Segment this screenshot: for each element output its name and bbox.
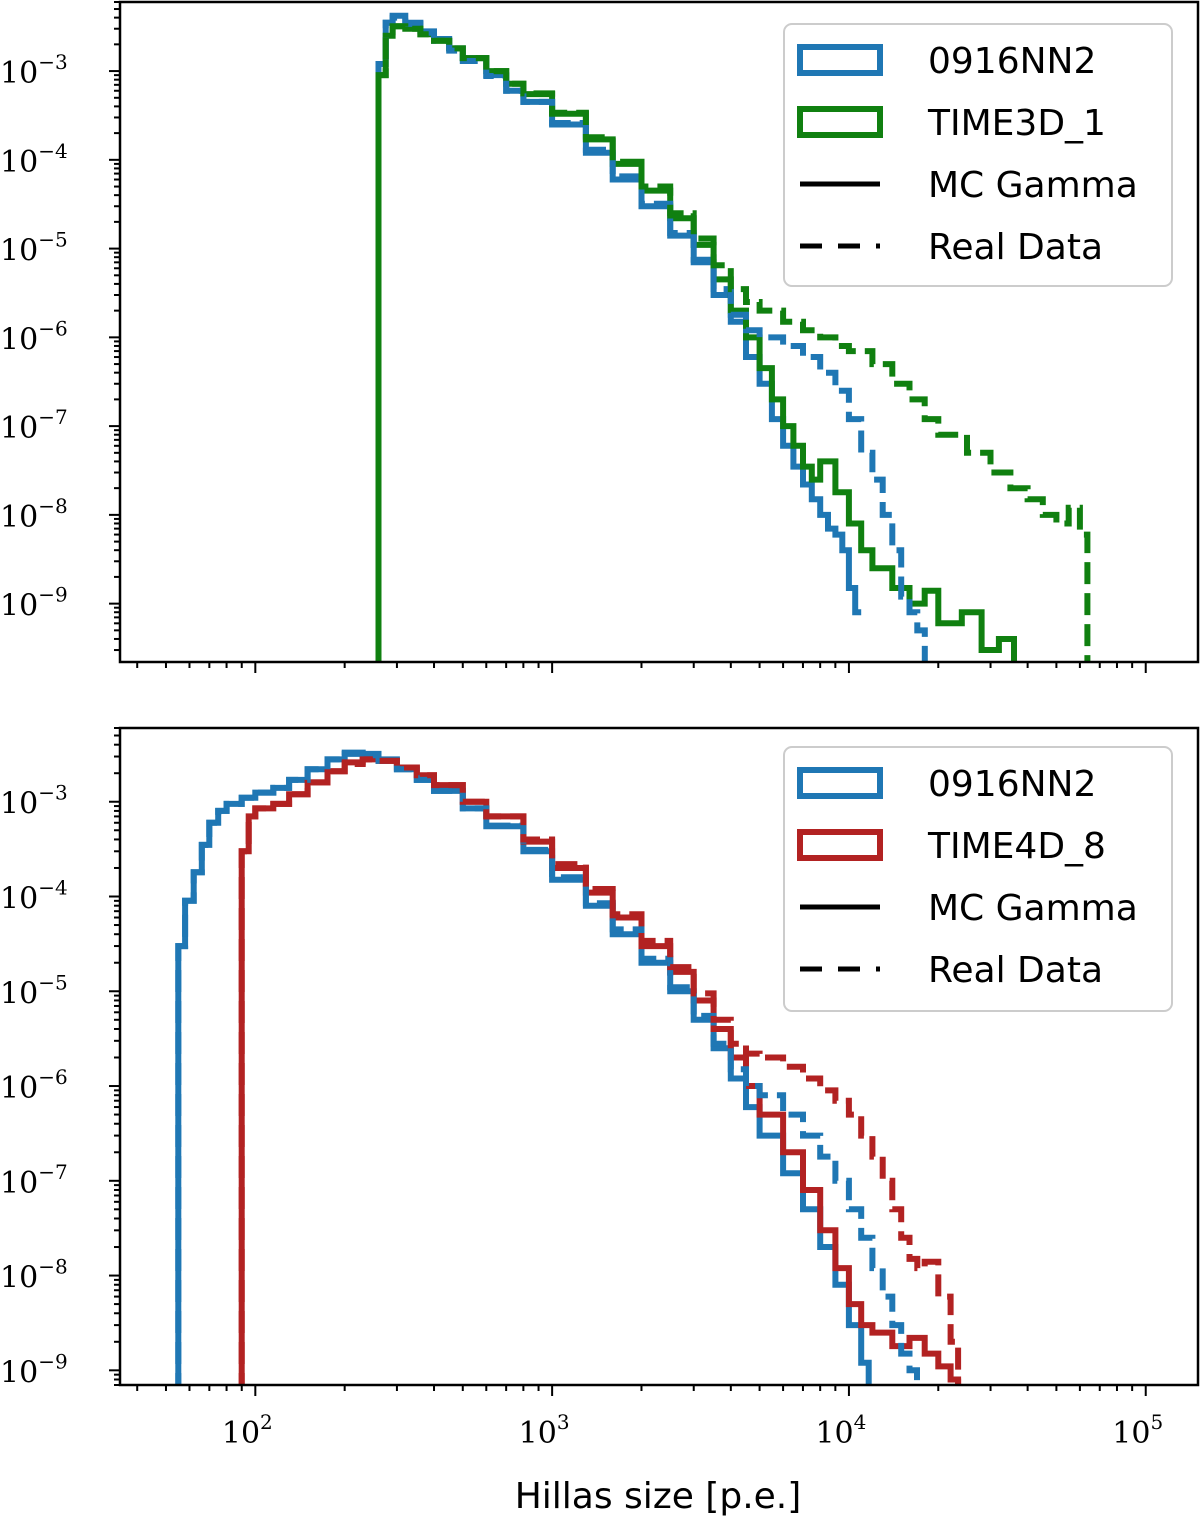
legend-label: MC Gamma	[928, 165, 1138, 206]
legend-patch	[797, 44, 883, 76]
x-tick-label: 104	[815, 1410, 866, 1451]
axes-frame	[118, 0, 1200, 664]
y-tick-label: 10−6	[0, 1065, 68, 1106]
legend-patch	[797, 829, 883, 861]
series-group	[375, 12, 1091, 662]
x-tick-label: 103	[519, 1410, 570, 1451]
y-tick-label: 10−7	[0, 405, 68, 446]
y-tick-label: 10−3	[0, 781, 68, 822]
legend-label: TIME4D_8	[927, 826, 1106, 867]
y-tick-label: 10−9	[0, 1349, 68, 1390]
legend-label: TIME3D_1	[927, 103, 1106, 144]
y-tick-label: 10−6	[0, 316, 68, 357]
y-tick-label: 10−7	[0, 1160, 68, 1201]
y-tick-label: 10−5	[0, 228, 68, 269]
y-tick-label: 10−3	[0, 50, 68, 91]
series-2	[175, 750, 920, 1385]
top-panel: 10−3 10−4 10−5 10−6 10−7 10−8 10−9 0916NN2 TIME3…	[0, 0, 1200, 673]
legend-label: Real Data	[928, 227, 1103, 268]
legend: 0916NN2 TIME3D_1 MC Gamma Real Data	[783, 23, 1173, 287]
series-3	[238, 756, 962, 1385]
y-tick-label: 10−8	[0, 1255, 68, 1296]
series-0	[175, 749, 872, 1385]
y-tick-label: 10−5	[0, 970, 68, 1011]
y-tick-label: 10−4	[0, 876, 68, 917]
legend-label: Real Data	[928, 950, 1103, 991]
x-tick-label: 105	[1112, 1410, 1163, 1451]
y-tick-label: 10−8	[0, 494, 68, 535]
legend-patch	[797, 106, 883, 138]
y-tick-label: 10−9	[0, 583, 68, 624]
legend-label: 0916NN2	[928, 41, 1096, 82]
y-tick-label: 10−4	[0, 139, 68, 180]
bottom-panel: 102 103 104 105 10−3 10−4 10−5 10−6 10−7 10−8 10−9…	[0, 726, 1200, 1451]
axes-frame	[118, 726, 1200, 1387]
legend-box	[783, 746, 1173, 1012]
legend-box	[783, 23, 1173, 287]
series-group	[175, 749, 962, 1385]
series-3	[375, 23, 1091, 662]
legend: 0916NN2 TIME4D_8 MC Gamma Real Data	[783, 746, 1173, 1012]
x-axis-label: Hillas size [p.e.]	[515, 1476, 802, 1517]
x-tick-label: 102	[222, 1410, 273, 1451]
legend-label: 0916NN2	[928, 764, 1096, 805]
legend-label: MC Gamma	[928, 888, 1138, 929]
legend-patch	[797, 767, 883, 799]
